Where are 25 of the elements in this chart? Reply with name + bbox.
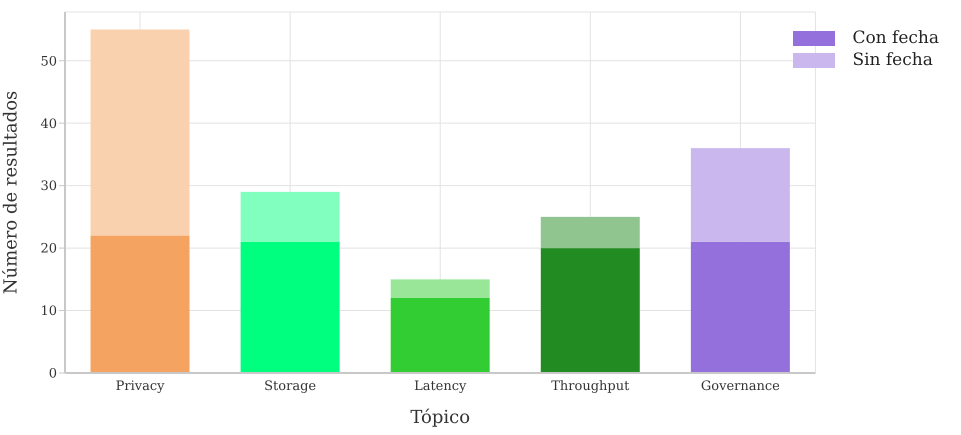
y-axis-title: Número de resultados	[0, 90, 22, 294]
y-tick-label: 10	[40, 304, 57, 320]
bar	[240, 192, 340, 242]
x-axis-title: Tópico	[410, 407, 470, 428]
bar	[240, 242, 340, 373]
x-tick-label: Throughput	[551, 379, 630, 394]
y-tick-label: 0	[48, 366, 57, 382]
bar	[390, 298, 490, 373]
bar	[540, 216, 640, 248]
y-tick-label: 50	[40, 54, 57, 70]
bar	[690, 148, 790, 242]
y-tick-label: 20	[40, 242, 57, 257]
x-tick-label: Storage	[264, 379, 316, 394]
bar	[690, 242, 790, 373]
x-tick-label: Latency	[414, 379, 468, 394]
y-tick-label: 40	[40, 116, 57, 132]
y-tick-label: 30	[40, 179, 57, 194]
bar	[390, 279, 490, 298]
bar	[90, 236, 190, 373]
bar	[90, 29, 190, 236]
legend-label: Con fecha	[852, 28, 939, 48]
x-tick-label: Governance	[700, 379, 780, 394]
x-tick-label: Privacy	[116, 379, 166, 394]
legend-label: Sin fecha	[852, 50, 933, 70]
bar	[540, 248, 640, 373]
